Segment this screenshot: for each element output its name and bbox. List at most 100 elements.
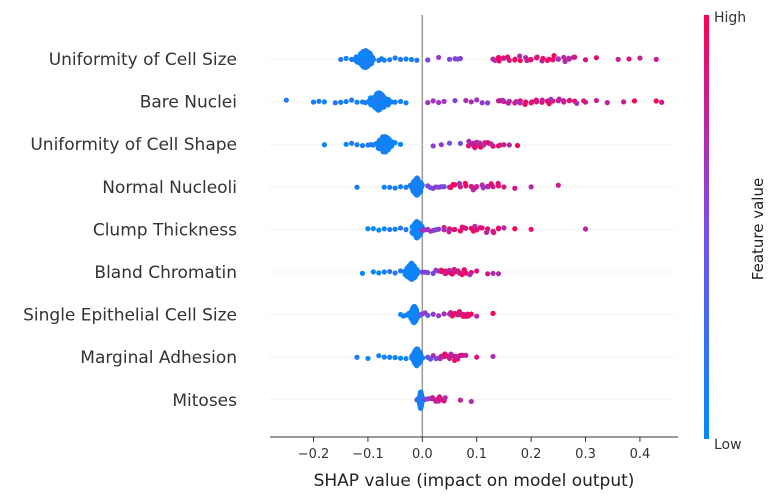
shap-point: [463, 97, 469, 104]
shap-point: [457, 140, 463, 147]
shap-point: [412, 355, 418, 362]
shap-point: [397, 98, 404, 105]
shap-point: [370, 226, 376, 232]
shap-point: [621, 99, 627, 105]
shap-point: [474, 313, 480, 319]
shap-point: [349, 140, 355, 146]
shap-point: [491, 230, 497, 236]
shap-point: [375, 96, 381, 102]
shap-point: [615, 56, 621, 62]
x-tick-label: 0.4: [630, 447, 651, 462]
x-axis: −0.2 −0.1 0.0 0.1 0.2 0.3 0.4: [270, 436, 678, 462]
shap-point: [512, 56, 518, 62]
x-tick-label: 0.0: [412, 447, 433, 462]
shap-point: [359, 270, 366, 276]
shap-point: [561, 54, 567, 61]
shap-point: [468, 311, 474, 317]
shap-point: [501, 225, 507, 231]
shap-point: [387, 268, 393, 275]
shap-point: [593, 97, 600, 104]
shap-point: [376, 105, 383, 111]
shap-point: [488, 141, 494, 147]
x-tick-label: −0.1: [352, 447, 384, 462]
shap-point: [392, 354, 398, 361]
shap-point: [436, 395, 442, 402]
shap-point: [436, 226, 442, 232]
colorbar-low-label: Low: [714, 437, 742, 453]
shap-point: [582, 57, 589, 63]
colorbar-gradient: [704, 15, 709, 439]
shap-point: [392, 185, 398, 191]
shap-point: [397, 268, 404, 274]
shap-point: [354, 142, 360, 148]
shap-point: [387, 226, 393, 233]
shap-point: [446, 140, 453, 146]
feature-points-row: [359, 260, 502, 282]
shap-point: [551, 52, 557, 59]
x-axis-label: SHAP value (impact on model output): [314, 471, 635, 491]
shap-point: [425, 270, 431, 276]
shap-point: [550, 57, 556, 63]
shap-point: [385, 135, 391, 142]
shap-point: [403, 227, 409, 233]
x-tick-label: 0.1: [466, 447, 487, 462]
feature-points-row: [365, 218, 589, 241]
shap-point: [513, 99, 519, 105]
shap-point: [490, 270, 496, 277]
shap-point: [411, 266, 417, 272]
shap-point: [556, 96, 562, 102]
shap-point: [310, 99, 317, 105]
shap-point: [397, 355, 404, 361]
shap-point: [349, 97, 355, 103]
shap-point: [574, 100, 580, 107]
shap-point: [368, 97, 375, 104]
shap-point: [411, 272, 417, 278]
shap-point: [495, 225, 502, 231]
shap-point: [517, 53, 523, 59]
shap-point: [429, 395, 436, 401]
feature-label: Bare Nuclei: [140, 93, 237, 113]
shap-point: [338, 99, 344, 105]
shap-point: [363, 48, 369, 54]
shap-point: [539, 97, 545, 103]
shap-point: [370, 142, 376, 148]
shap-point: [582, 226, 589, 232]
shap-point: [522, 101, 528, 108]
shap-point: [365, 355, 371, 362]
shap-point: [500, 55, 506, 61]
shap-point: [354, 55, 360, 62]
shap-point: [384, 102, 390, 108]
shap-point: [474, 268, 480, 274]
shap-point: [488, 181, 494, 187]
shap-point: [381, 57, 387, 63]
x-tick-label: 0.2: [521, 447, 542, 462]
shap-point: [343, 55, 349, 61]
shap-point: [512, 226, 518, 232]
shap-point: [501, 184, 507, 190]
shap-point: [452, 97, 458, 104]
shap-point: [392, 270, 398, 276]
shap-point: [528, 226, 534, 232]
shap-point: [411, 319, 417, 325]
feature-label: Clump Thickness: [93, 220, 237, 240]
shap-point: [529, 99, 535, 105]
shap-point: [406, 312, 412, 318]
feature-points-row: [321, 134, 521, 155]
shap-point: [380, 134, 386, 140]
shap-point: [540, 55, 546, 61]
shap-point: [467, 272, 473, 278]
shap-point: [363, 61, 369, 67]
shap-point: [659, 99, 665, 105]
shap-point: [450, 311, 457, 318]
shap-point: [528, 184, 534, 190]
shap-point: [418, 401, 424, 407]
shap-point: [430, 98, 436, 104]
shap-point: [418, 357, 424, 363]
shap-point: [387, 57, 393, 63]
shap-point: [461, 267, 467, 273]
shap-point: [416, 179, 422, 185]
shap-point: [457, 397, 463, 403]
shap-point: [392, 99, 398, 105]
shap-point: [392, 140, 398, 146]
